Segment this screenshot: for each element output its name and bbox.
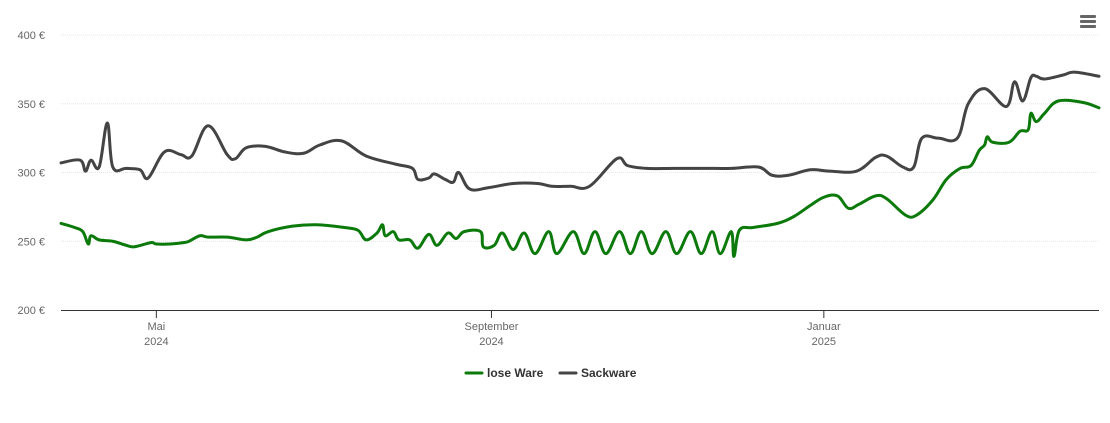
y-tick-label: 350 €	[17, 99, 45, 111]
series-lines	[59, 70, 1101, 258]
legend-item-sackware[interactable]: Sackware	[558, 366, 637, 380]
y-axis: 200 € 250 € 300 € 350 € 400 €	[17, 30, 45, 317]
x-tick-label-year: 2024	[479, 336, 503, 348]
y-tick-label: 400 €	[17, 30, 45, 42]
legend-label-lose-ware: lose Ware	[487, 366, 544, 380]
series-line-lose-ware[interactable]	[59, 98, 1101, 258]
x-tick-label-month: September	[465, 321, 519, 333]
menu-bar	[1080, 15, 1096, 18]
legend: lose Ware Sackware	[464, 366, 637, 380]
y-tick-label: 300 €	[17, 168, 45, 180]
x-tick-label-month: Januar	[807, 321, 841, 333]
x-tick-label-month: Mai	[147, 321, 165, 333]
legend-label-sackware: Sackware	[581, 366, 637, 380]
x-tick-label-year: 2025	[812, 336, 836, 348]
y-tick-label: 250 €	[17, 236, 45, 248]
x-tick-label-year: 2024	[144, 336, 168, 348]
series-line-sackware[interactable]	[59, 70, 1101, 192]
menu-bar	[1080, 25, 1096, 28]
y-tick-label: 200 €	[17, 305, 45, 317]
x-axis: Mai 2024 September 2024 Januar 2025	[61, 310, 1099, 348]
hamburger-menu-icon[interactable]	[1078, 12, 1098, 32]
menu-bar	[1080, 20, 1096, 23]
legend-item-lose-ware[interactable]: lose Ware	[464, 366, 544, 380]
